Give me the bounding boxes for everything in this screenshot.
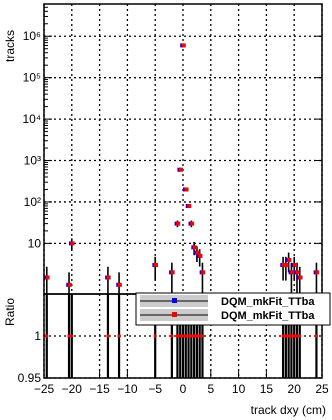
main-point	[176, 221, 181, 226]
ratio-y-tick-label: 0.95	[18, 371, 42, 385]
main-y-ticks: 10 10² 10³ 10⁴ 10⁵ 10⁶	[22, 3, 322, 250]
ratio-point	[292, 334, 296, 338]
main-point	[106, 275, 111, 280]
ratio-point	[153, 334, 157, 338]
ratio-point	[170, 334, 174, 338]
main-point	[170, 270, 175, 275]
ratio-point	[200, 334, 204, 338]
ratio-point	[181, 334, 185, 338]
x-tick-label: −5	[148, 382, 162, 396]
ratio-data-points	[45, 334, 318, 338]
main-y-tick-label: 10³	[24, 154, 41, 168]
ratio-point	[281, 334, 285, 338]
x-tick-label: 20	[288, 382, 302, 396]
main-y-tick-label: 10⁵	[23, 71, 41, 85]
x-tick-label: 10	[232, 382, 246, 396]
legend-marker-1	[172, 298, 177, 303]
ratio-y-tick-label: 1	[34, 329, 41, 343]
legend: DQM_mkFit_TTba DQM_mkFit_TTba	[135, 292, 331, 326]
x-tick-label: 15	[260, 382, 274, 396]
x-tick-label: 5	[207, 382, 214, 396]
ratio-point	[175, 334, 179, 338]
main-point	[192, 245, 197, 250]
main-point	[190, 221, 195, 226]
x-tick-label: 0	[180, 382, 187, 396]
main-point	[290, 270, 295, 275]
main-y-tick-label: 10⁶	[23, 29, 41, 43]
main-point	[117, 282, 122, 287]
main-grid	[43, 4, 323, 294]
ratio-point	[295, 334, 299, 338]
x-axis-title: track dxy (cm)	[251, 403, 326, 417]
ratio-y-axis-title: Ratio	[3, 298, 17, 326]
main-point	[281, 263, 286, 268]
main-point	[67, 282, 72, 287]
x-tick-label: −15	[89, 382, 110, 396]
main-point	[287, 257, 292, 262]
main-y-tick-label: 10²	[24, 195, 41, 209]
ratio-point	[187, 334, 191, 338]
main-point	[187, 203, 192, 208]
main-point	[293, 263, 297, 268]
ratio-point	[184, 334, 188, 338]
main-panel: 10 10² 10³ 10⁴ 10⁵ 10⁶ tracks	[3, 3, 323, 295]
main-point	[154, 263, 158, 268]
ratio-point	[189, 334, 193, 338]
main-y-tick-label: 10⁴	[22, 112, 41, 126]
ratio-point	[314, 334, 318, 338]
ratio-point	[289, 334, 293, 338]
main-data-points	[43, 43, 320, 287]
main-y-axis-title: tracks	[3, 30, 17, 62]
ratio-point	[298, 334, 302, 338]
main-y-tick-label: 10	[28, 236, 42, 250]
ratio-point	[195, 334, 199, 338]
main-point	[184, 187, 189, 192]
main-point	[195, 250, 200, 255]
x-tick-label: −20	[62, 382, 83, 396]
x-tick-label: −10	[117, 382, 138, 396]
main-point	[295, 270, 300, 275]
ratio-point	[198, 334, 202, 338]
ratio-point	[287, 334, 291, 338]
ratio-point	[117, 334, 121, 338]
legend-entry-2: DQM_mkFit_TTba	[140, 309, 315, 322]
legend-marker-2	[172, 312, 177, 317]
main-point	[198, 253, 203, 258]
x-tick-label: 25	[315, 382, 329, 396]
main-point	[201, 270, 206, 275]
main-point	[181, 43, 186, 48]
ratio-point	[178, 334, 182, 338]
main-point	[179, 167, 184, 172]
legend-label-2: DQM_mkFit_TTba	[221, 310, 315, 322]
main-point	[315, 270, 320, 275]
ratio-point	[106, 334, 110, 338]
x-tick-label: −25	[34, 382, 55, 396]
main-point	[45, 275, 50, 280]
ratio-point	[284, 334, 288, 338]
ratio-point	[45, 334, 49, 338]
ratio-point	[70, 334, 74, 338]
legend-entry-1: DQM_mkFit_TTba	[140, 295, 315, 308]
ratio-point	[192, 334, 196, 338]
main-point	[284, 263, 289, 268]
main-point	[298, 275, 303, 280]
legend-label-1: DQM_mkFit_TTba	[221, 296, 315, 308]
ratio-point	[67, 334, 71, 338]
main-point	[70, 241, 75, 246]
